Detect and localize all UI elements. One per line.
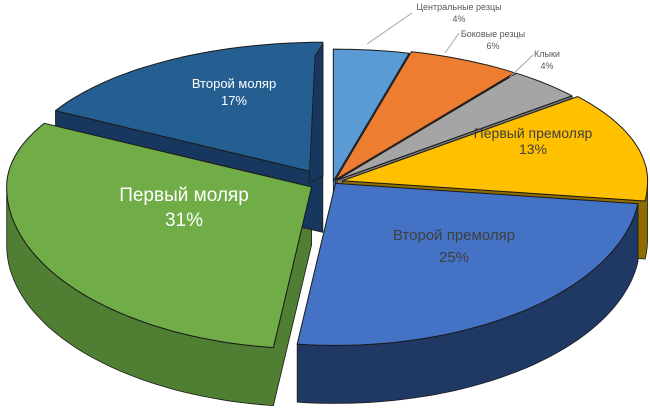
- slice-label-text: Клыки: [534, 49, 560, 59]
- pie-slice-top-2: [336, 72, 573, 181]
- leader-line-0: [366, 12, 413, 45]
- pie-slice-top-4: [296, 182, 639, 346]
- slice-pct-text: 4%: [540, 61, 554, 71]
- slice-pct-text: 4%: [452, 14, 466, 24]
- slice-pct-text: 31%: [164, 210, 204, 231]
- slice-label-lateral-incisors: Боковые резцы 6%: [461, 28, 525, 52]
- pie-tops: [6, 41, 649, 349]
- slice-label-canines: Клыки 4%: [534, 48, 560, 72]
- pie-slice-top-6: [55, 41, 324, 175]
- slice-label-second-molar: Второй моляр 17%: [192, 75, 276, 109]
- slice-pct-text: 6%: [486, 41, 500, 51]
- leader-line-1: [444, 32, 460, 54]
- pie-slice-top-3: [342, 96, 649, 202]
- leader-lines: [366, 12, 534, 78]
- slice-label-text: Центральные резцы: [416, 2, 502, 12]
- slice-label-first-molar: Первый моляр 31%: [119, 183, 249, 233]
- slice-pct-text: 13%: [518, 141, 548, 157]
- leader-line-2: [509, 54, 534, 78]
- slice-label-first-premolar: Первый премоляр 13%: [474, 125, 593, 157]
- slice-label-text: Второй премоляр: [392, 227, 516, 244]
- slice-label-central-incisors: Центральные резцы 4%: [416, 1, 501, 25]
- slice-pct-text: 25%: [438, 249, 470, 266]
- slice-label-text: Второй моляр: [191, 76, 277, 91]
- pie-slice-top-5: [6, 122, 313, 349]
- pie-slice-top-1: [335, 51, 516, 181]
- slice-label-text: Первый премоляр: [473, 125, 593, 141]
- slice-label-second-premolar: Второй премоляр 25%: [393, 225, 515, 269]
- slice-pct-text: 17%: [220, 93, 248, 108]
- dark-blue-slice-cut-face: [308, 42, 324, 184]
- slice-label-text: Боковые резцы: [460, 29, 526, 39]
- slice-label-text: Первый моляр: [119, 185, 249, 206]
- pie-slice-top-0: [332, 48, 410, 182]
